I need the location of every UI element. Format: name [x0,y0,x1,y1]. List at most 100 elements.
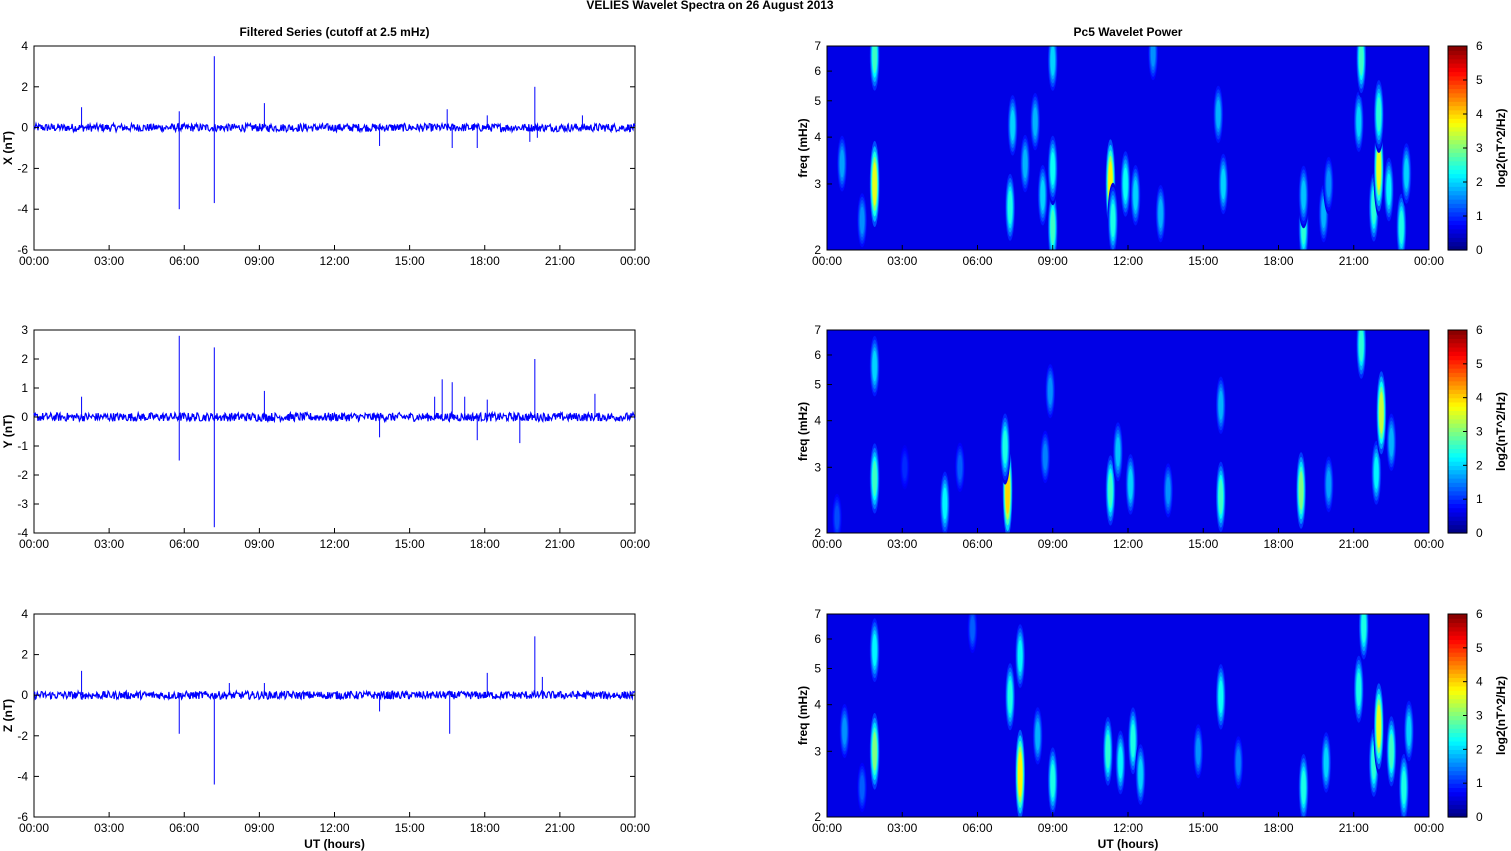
colorbar-segment [1448,643,1467,649]
x-tick-label: 09:00 [244,821,274,835]
x-tick-label: 15:00 [395,537,425,551]
power-blob [1017,639,1023,673]
power-blob [1218,680,1224,714]
power-blob [1035,721,1040,751]
colorbar-segment [1448,241,1467,247]
y-tick-label: 4 [814,130,821,144]
x-tick-label: 06:00 [962,254,992,268]
colorbar-segment [1448,414,1467,420]
colorbar-segment [1448,490,1467,496]
colorbar-segment [1448,473,1467,479]
y-axis-label: freq (mHz) [796,402,810,461]
power-blob [859,774,865,800]
y-tick-label: 6 [814,632,821,646]
colorbar-segment [1448,135,1467,141]
power-blob [1032,107,1038,137]
colorbar-segment [1448,114,1467,119]
colorbar-segment [1448,58,1467,64]
colorbar-segment [1448,334,1467,340]
y-axis-label: Z (nT) [1,699,15,732]
panel-title: Filtered Series (cutoff at 2.5 mHz) [239,25,429,39]
colorbar-segment [1448,639,1467,645]
colorbar-segment [1448,448,1467,454]
colorbar-segment [1448,330,1467,335]
x-axis-label: UT (hours) [304,837,365,851]
colorbar-segment [1448,427,1467,433]
y-tick-label: 0 [21,410,28,424]
figure-title: VELIES Wavelet Spectra on 26 August 2013 [586,0,834,12]
colorbar-segment [1448,131,1467,136]
y-tick-label: -1 [17,439,28,453]
x-tick-label: 03:00 [94,537,124,551]
power-blob [1401,770,1407,805]
colorbar-segment [1448,511,1467,517]
colorbar-segment [1448,80,1467,85]
colorbar-segment [1448,207,1467,213]
y-tick-label: -4 [17,526,28,540]
y-tick-label: 7 [814,39,821,53]
power-blob [1389,733,1394,770]
colorbar-segment [1448,410,1467,416]
colorbar-segment [1448,177,1467,183]
y-tick-label: 4 [21,607,28,621]
heatmap-blobs [839,614,1415,817]
x-tick-label: 03:00 [94,254,124,268]
colorbar-tick-label: 0 [1476,243,1483,257]
power-blob [1133,179,1138,211]
y-tick-label: 3 [814,744,821,758]
colorbar-tick-label: 5 [1476,641,1483,655]
colorbar-segment [1448,199,1467,204]
colorbar-segment [1448,647,1467,653]
power-blob [1406,715,1412,747]
power-blob [970,616,975,641]
colorbar-segment [1448,389,1467,395]
colorbar-segment [1448,245,1467,251]
y-tick-label: -6 [17,243,28,257]
colorbar-segment [1448,740,1467,746]
y-tick-label: 7 [814,323,821,337]
power-blob [1218,479,1224,515]
y-tick-label: 4 [21,39,28,53]
y-tick-label: 3 [814,177,821,191]
y-tick-label: 7 [814,607,821,621]
power-blob [1376,97,1382,132]
power-blob [1007,190,1013,225]
x-tick-label: 00:00 [812,821,842,835]
power-blob [1404,158,1409,189]
colorbar-tick-label: 3 [1476,141,1483,155]
power-blob [1050,46,1055,76]
x-tick-label: 21:00 [545,537,575,551]
power-blob [1326,170,1331,198]
power-blob [1002,430,1008,464]
colorbar-segment [1448,338,1467,344]
colorbar-segment [1448,359,1467,365]
y-tick-label: 2 [21,352,28,366]
power-blob [1326,470,1331,499]
power-blob [1110,203,1116,238]
colorbar-segment [1448,770,1467,776]
x-axis-label: UT (hours) [1098,837,1159,851]
x-tick-label: 21:00 [1339,537,1369,551]
colorbar-segment [1448,342,1467,348]
power-blob [1379,391,1384,434]
power-blob [1138,759,1143,790]
y-tick-label: 1 [21,381,28,395]
colorbar-segment [1448,380,1467,386]
colorbar-segment [1448,351,1467,356]
power-blob [1376,146,1382,191]
colorbar-segment [1448,397,1467,403]
y-tick-label: 6 [814,348,821,362]
colorbar-segment [1448,160,1467,166]
y-tick-label: -4 [17,202,28,216]
power-blob [1010,110,1015,141]
colorbar-segment [1448,690,1467,695]
power-blob [1376,704,1382,749]
power-blob [1236,749,1241,776]
power-blob [942,487,948,520]
colorbar-segment [1448,707,1467,712]
x-tick-label: 18:00 [470,537,500,551]
power-blob [1118,746,1123,779]
x-tick-label: 12:00 [319,537,349,551]
y-tick-label: 4 [814,698,821,712]
colorbar-segment [1448,482,1467,488]
